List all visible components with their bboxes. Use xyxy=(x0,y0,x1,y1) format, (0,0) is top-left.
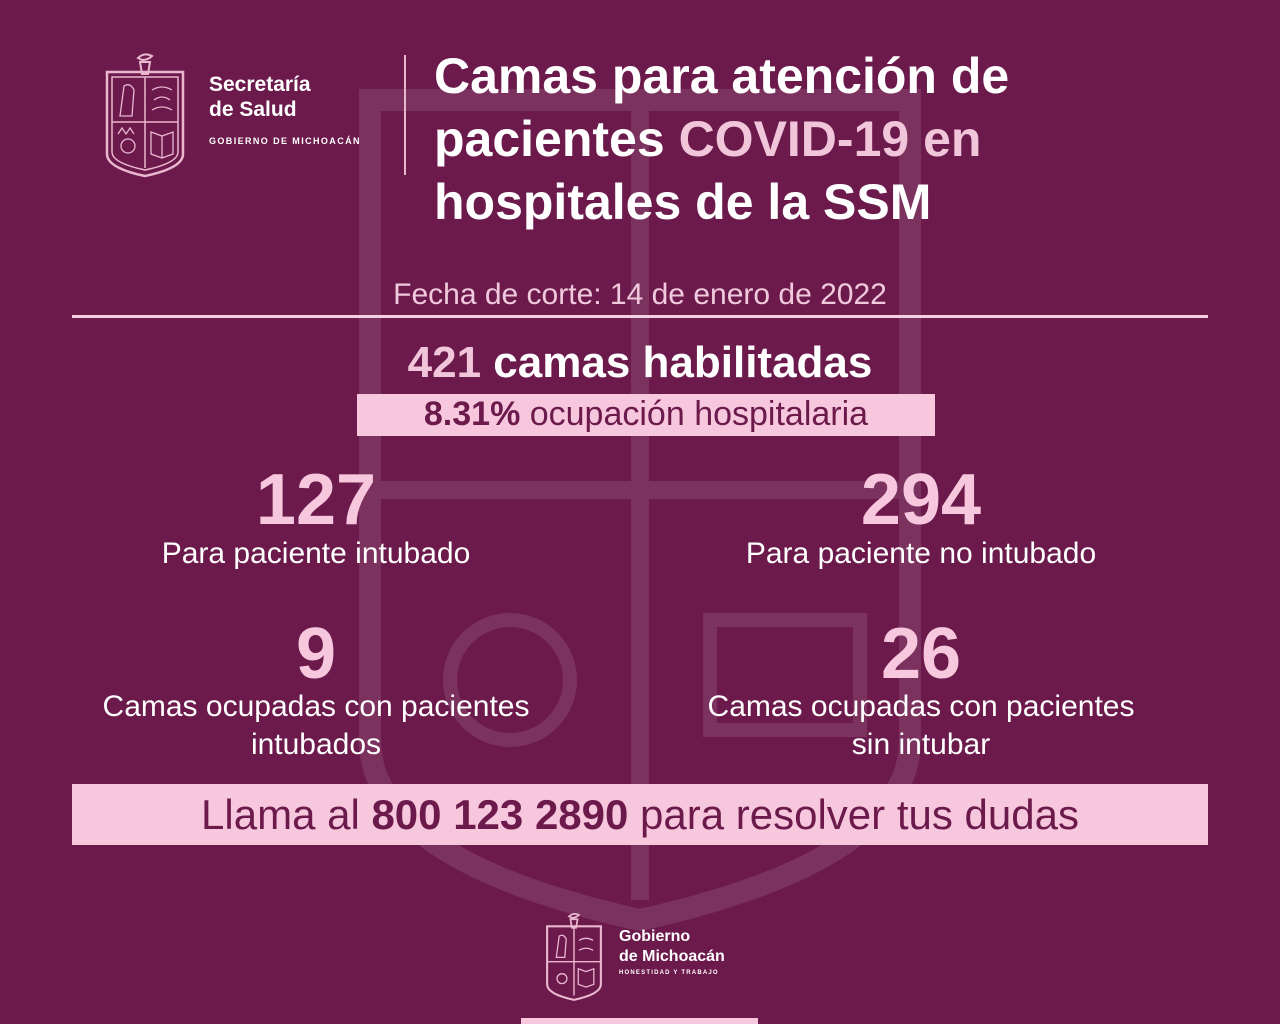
non-intubated-beds-label: Para paciente no intubado xyxy=(745,537,1097,570)
header-divider xyxy=(404,55,406,175)
page-title: Camas para atención de pacientes COVID-1… xyxy=(434,45,1074,234)
occupied-non-intubated-label-line1: Camas ocupadas con pacientes xyxy=(707,690,1135,723)
title-line2: pacientes COVID-19 en xyxy=(434,108,1074,171)
footer-crest-icon xyxy=(546,912,602,1001)
occupied-non-intubated-value: 26 xyxy=(880,614,962,694)
total-beds-number: 421 xyxy=(407,338,482,387)
cutoff-date: Fecha de corte: 14 de enero de 2022 xyxy=(393,278,887,311)
org-name-line2: de Salud xyxy=(209,98,297,121)
title-line2-plain: pacientes xyxy=(434,111,679,167)
intubated-beds-value: 127 xyxy=(255,460,377,540)
org-subtitle: GOBIERNO DE MICHOACÁN xyxy=(209,136,361,146)
title-line2-highlight: COVID-19 en xyxy=(678,111,982,167)
intubated-beds-label: Para paciente intubado xyxy=(161,537,471,570)
occupied-non-intubated-label: Camas ocupadas con pacientes sin intubar xyxy=(641,688,1201,764)
occupancy-highlight xyxy=(357,394,935,436)
occupied-intubated-value: 9 xyxy=(295,614,337,694)
state-crest-icon xyxy=(105,53,185,178)
helpline-suffix: para resolver tus dudas xyxy=(628,791,1079,838)
title-line3: hospitales de la SSM xyxy=(434,174,932,230)
helpline-phone[interactable]: 800 123 2890 xyxy=(371,791,629,838)
footer-name-line1: Gobierno xyxy=(619,928,691,945)
occupied-intubated-label-line2: intubados xyxy=(250,728,382,761)
occupancy-number: 8.31% xyxy=(423,395,521,433)
helpline-banner xyxy=(72,784,1208,845)
org-name: Secretaría de Salud xyxy=(209,72,311,122)
footer-name-line2: de Michoacán xyxy=(619,948,725,965)
occupied-intubated-label: Camas ocupadas con pacientes intubados xyxy=(36,688,596,764)
section-divider xyxy=(72,315,1208,318)
total-beds: 421 camas habilitadas xyxy=(0,338,1280,388)
footer-org-name: Gobierno de Michoacán xyxy=(619,927,725,967)
org-name-line1: Secretaría xyxy=(209,73,311,96)
total-beds-text: camas habilitadas xyxy=(481,338,873,387)
occupied-non-intubated-label-line2: sin intubar xyxy=(851,728,991,761)
helpline-text: Llama al 800 123 2890 para resolver tus … xyxy=(72,784,1208,845)
bottom-accent-bar xyxy=(521,1018,758,1024)
title-line1: Camas para atención de xyxy=(434,48,1010,104)
footer-motto: HONESTIDAD Y TRABAJO xyxy=(619,970,719,976)
occupancy-text: ocupación hospitalaria xyxy=(520,395,869,433)
non-intubated-beds-value: 294 xyxy=(860,460,982,540)
helpline-prefix: Llama al xyxy=(201,791,372,838)
occupancy: 8.31% ocupación hospitalaria xyxy=(357,393,935,435)
occupied-intubated-label-line1: Camas ocupadas con pacientes xyxy=(102,690,530,723)
